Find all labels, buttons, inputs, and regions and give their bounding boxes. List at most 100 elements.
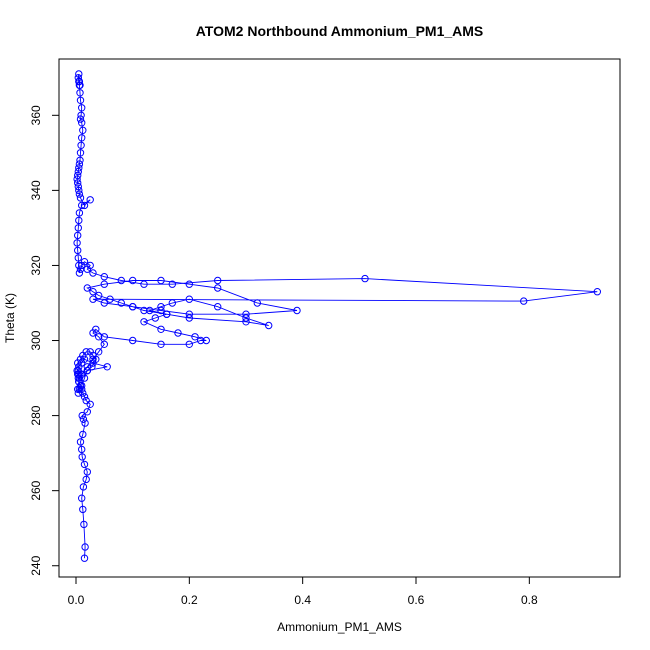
data-point (214, 276, 222, 285)
data-point (185, 295, 194, 303)
x-tick-label: 0.4 (294, 593, 311, 607)
data-point (74, 171, 82, 180)
data-point (185, 310, 194, 318)
data-point (78, 370, 86, 378)
data-point (265, 321, 273, 330)
data-layer (73, 70, 601, 562)
data-point (80, 201, 89, 210)
y-tick-label: 240 (29, 555, 43, 575)
data-point (88, 363, 96, 371)
data-point (73, 175, 81, 183)
data-point (202, 336, 211, 345)
data-point (74, 74, 83, 82)
data-point (76, 149, 85, 157)
data-point (78, 411, 86, 420)
x-tick-label: 0.8 (521, 593, 538, 607)
data-point (185, 280, 194, 288)
data-point (92, 325, 100, 333)
data-point (191, 333, 199, 341)
data-point (86, 196, 94, 204)
data-point (83, 284, 92, 292)
data-point (76, 265, 85, 273)
data-point (76, 115, 85, 123)
y-tick-label: 260 (29, 480, 43, 500)
data-point (140, 280, 148, 288)
data-point (168, 299, 177, 307)
data-point (76, 355, 85, 363)
data-point (157, 325, 165, 333)
data-point (76, 194, 85, 202)
y-tick-label: 360 (29, 105, 43, 125)
data-point (95, 333, 103, 341)
data-point (293, 306, 301, 315)
data-point (100, 280, 109, 288)
data-point (80, 520, 88, 529)
data-point (140, 306, 148, 315)
data-point (74, 389, 83, 397)
data-point (74, 182, 83, 191)
data-point (151, 314, 160, 322)
data-point (75, 216, 83, 225)
data-point (242, 310, 250, 318)
data-point (117, 276, 126, 285)
data-point (76, 156, 84, 165)
data-point (78, 261, 86, 270)
y-axis: 240 260 280 300 320 340 360 (29, 105, 60, 576)
data-point (83, 363, 92, 371)
data-point (593, 288, 601, 296)
data-point (75, 186, 83, 195)
data-point (79, 483, 88, 491)
data-point (75, 378, 83, 386)
series-line (76, 73, 598, 559)
y-tick-label: 300 (29, 330, 43, 350)
data-point (75, 370, 83, 378)
plot-area-frame (58, 58, 621, 578)
data-point (83, 408, 92, 416)
data-point (75, 70, 83, 78)
data-point (74, 179, 82, 187)
data-point (80, 355, 89, 363)
data-point (78, 134, 86, 142)
data-point (79, 415, 88, 423)
data-point (146, 306, 154, 315)
data-point (75, 374, 84, 382)
x-axis-label: Ammonium_PM1_AMS (277, 620, 402, 634)
data-point (74, 254, 83, 262)
data-point (78, 119, 86, 127)
data-point (520, 297, 528, 305)
data-point (83, 366, 92, 375)
data-point (157, 303, 165, 311)
data-point (214, 284, 222, 292)
y-tick-label: 280 (29, 405, 43, 425)
data-point (80, 554, 89, 562)
data-point (103, 363, 111, 371)
data-point (100, 299, 109, 307)
data-point (78, 104, 86, 112)
y-tick-label: 340 (29, 180, 43, 200)
data-point (242, 314, 250, 322)
data-point (75, 190, 84, 198)
data-point (89, 269, 97, 277)
data-point (77, 111, 85, 120)
data-point (73, 239, 81, 247)
data-point (74, 385, 82, 393)
data-point (80, 393, 89, 401)
data-point (75, 209, 84, 217)
data-point (163, 310, 171, 318)
y-axis-label: Theta (K) (3, 293, 17, 343)
x-tick-label: 0.0 (68, 593, 85, 607)
data-point (106, 295, 114, 303)
data-point (100, 340, 109, 348)
data-point (95, 348, 103, 356)
data-point (75, 164, 83, 172)
x-tick-label: 0.2 (181, 593, 198, 607)
x-axis: 0.0 0.2 0.4 0.6 0.8 (68, 576, 538, 607)
data-point (82, 348, 90, 356)
data-point (185, 340, 194, 348)
data-point (253, 299, 261, 307)
data-point (78, 445, 86, 454)
data-point (75, 77, 84, 86)
data-point (78, 494, 86, 502)
data-point (82, 475, 90, 484)
